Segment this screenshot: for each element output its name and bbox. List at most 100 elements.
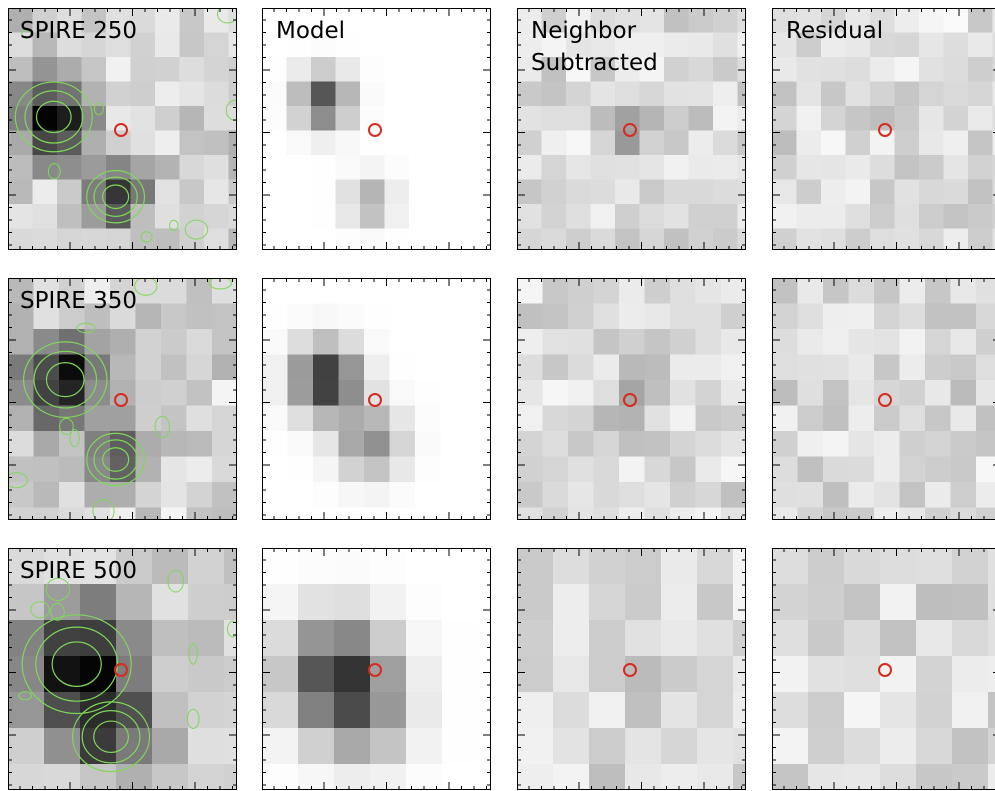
- pixel: [619, 431, 645, 457]
- pixel: [442, 548, 479, 585]
- pixel: [821, 204, 846, 229]
- pixel: [594, 355, 620, 381]
- pixel: [543, 431, 569, 457]
- pixel: [823, 278, 849, 304]
- pixel: [517, 692, 554, 729]
- pixel: [844, 548, 881, 585]
- pixel: [846, 204, 871, 229]
- pixel: [8, 508, 34, 534]
- pixel: [976, 457, 995, 483]
- pixel: [360, 155, 385, 180]
- pixel: [370, 728, 407, 765]
- pixel: [85, 508, 111, 534]
- pixel: [364, 406, 390, 432]
- pixel: [262, 482, 288, 508]
- pixel: [336, 106, 361, 131]
- pixel: [640, 204, 665, 229]
- pixel: [370, 656, 407, 693]
- pixel: [390, 355, 416, 381]
- pixel: [925, 457, 951, 483]
- pixel: [944, 57, 969, 82]
- pixel: [106, 57, 131, 82]
- pixel: [594, 482, 620, 508]
- pixel: [110, 406, 136, 432]
- pixel: [34, 508, 60, 534]
- pixel: [155, 33, 180, 58]
- pixel: [542, 82, 567, 107]
- pixel: [721, 508, 747, 534]
- pixel: [311, 204, 336, 229]
- panel: [6, 277, 238, 533]
- pixel: [591, 106, 616, 131]
- pixel: [82, 204, 107, 229]
- pixel: [298, 728, 335, 765]
- pixel: [33, 204, 58, 229]
- pixel: [409, 131, 434, 156]
- pixel: [895, 82, 920, 107]
- pixel: [458, 82, 483, 107]
- pixel: [670, 457, 696, 483]
- pixel: [152, 656, 189, 693]
- pixel: [442, 728, 479, 765]
- pixel: [895, 180, 920, 205]
- pixel: [80, 728, 117, 765]
- pixel: [733, 656, 770, 693]
- pixel: [988, 584, 995, 621]
- pixel: [441, 380, 467, 406]
- pixel: [131, 82, 156, 107]
- pixel: [568, 329, 594, 355]
- row-label: SPIRE 250: [20, 18, 137, 44]
- pixel: [385, 204, 410, 229]
- pixel: [589, 548, 626, 585]
- pixel: [415, 380, 441, 406]
- pixel: [625, 548, 662, 585]
- pixel: [689, 180, 714, 205]
- pixel: [951, 355, 977, 381]
- pixel: [311, 57, 336, 82]
- pixel: [131, 180, 156, 205]
- pixel: [8, 482, 34, 508]
- pixel: [313, 278, 339, 304]
- pixel: [336, 180, 361, 205]
- pixel: [738, 180, 763, 205]
- pixel: [900, 355, 926, 381]
- pixel: [415, 508, 441, 534]
- pixel: [846, 106, 871, 131]
- pixel: [689, 131, 714, 156]
- pixel: [976, 380, 995, 406]
- pixel: [772, 180, 797, 205]
- pixel: [212, 278, 238, 304]
- pixel: [116, 584, 153, 621]
- pixel: [441, 304, 467, 330]
- pixel: [619, 329, 645, 355]
- pixel: [798, 406, 824, 432]
- pixel: [385, 131, 410, 156]
- pixel: [916, 620, 953, 657]
- pixel: [212, 355, 238, 381]
- pixel: [900, 406, 926, 432]
- pixel: [640, 155, 665, 180]
- pixel: [689, 155, 714, 180]
- pixel: [798, 278, 824, 304]
- pixel: [334, 620, 371, 657]
- pixel: [188, 764, 225, 791]
- pixel: [390, 329, 416, 355]
- pixel: [661, 548, 698, 585]
- pixel: [262, 180, 287, 205]
- pixel: [870, 82, 895, 107]
- pixel: [591, 131, 616, 156]
- pixel: [543, 304, 569, 330]
- pixel: [952, 692, 989, 729]
- pixel: [823, 482, 849, 508]
- pixel: [483, 106, 508, 131]
- pixel: [288, 457, 314, 483]
- pixel: [478, 548, 515, 585]
- pixel: [900, 431, 926, 457]
- pixel: [952, 584, 989, 621]
- pixel: [721, 329, 747, 355]
- pixel: [689, 82, 714, 107]
- pixel: [670, 482, 696, 508]
- pixel: [434, 180, 459, 205]
- pixel: [976, 304, 995, 330]
- pixel: [8, 764, 45, 791]
